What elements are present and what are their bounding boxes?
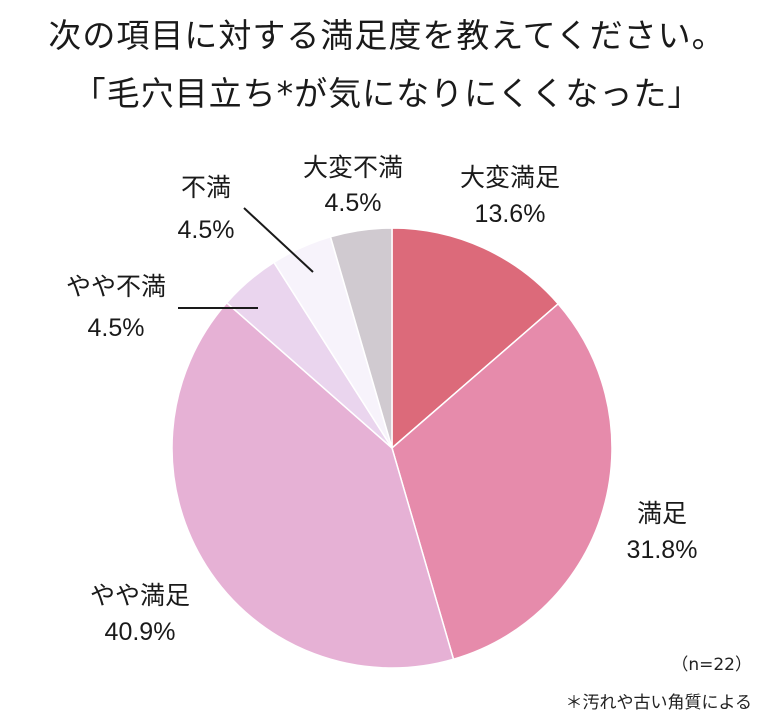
chart-title-line-1: 次の項目に対する満足度を教えてください。	[48, 16, 726, 55]
slice-value-dissatisfied: 4.5%	[178, 216, 235, 244]
pie-slice-very-dissatisfied	[329, 227, 393, 449]
pie-slice-somewhat-satisfied	[171, 301, 455, 669]
slice-label-somewhat-satisfied: やや満足	[90, 581, 190, 610]
leader-line-dissatisfied	[243, 207, 314, 273]
slice-value-somewhat-dissatisfied: 4.5%	[88, 314, 145, 342]
slice-value-very-satisfied: 13.6%	[475, 200, 546, 228]
slice-label-somewhat-dissatisfied: やや不満	[66, 272, 166, 301]
footnote: ＊汚れや古い角質による	[565, 693, 753, 713]
slice-label-dissatisfied: 不満	[181, 173, 231, 202]
pie-slice-satisfied	[391, 302, 613, 661]
slice-value-very-dissatisfied: 4.5%	[325, 189, 382, 217]
slice-label-very-satisfied: 大変満足	[460, 163, 560, 192]
slice-value-somewhat-satisfied: 40.9%	[105, 618, 176, 646]
slice-value-satisfied: 31.8%	[627, 536, 698, 564]
slice-label-satisfied: 満足	[637, 499, 687, 528]
leader-lines	[178, 207, 314, 309]
slice-labels: 大変満足 13.6% 満足 31.8% やや満足 40.9% やや不満 4.5% 不満 4.5% 大…	[66, 153, 697, 646]
slice-label-very-dissatisfied: 大変不満	[303, 153, 403, 182]
pie-slices	[171, 227, 613, 669]
chart-title-line-2: 「毛穴目立ち*が気になりにくくなった」	[72, 74, 702, 113]
sample-size-note: （n=22）	[671, 655, 752, 675]
pie-slice-very-satisfied	[391, 227, 560, 450]
